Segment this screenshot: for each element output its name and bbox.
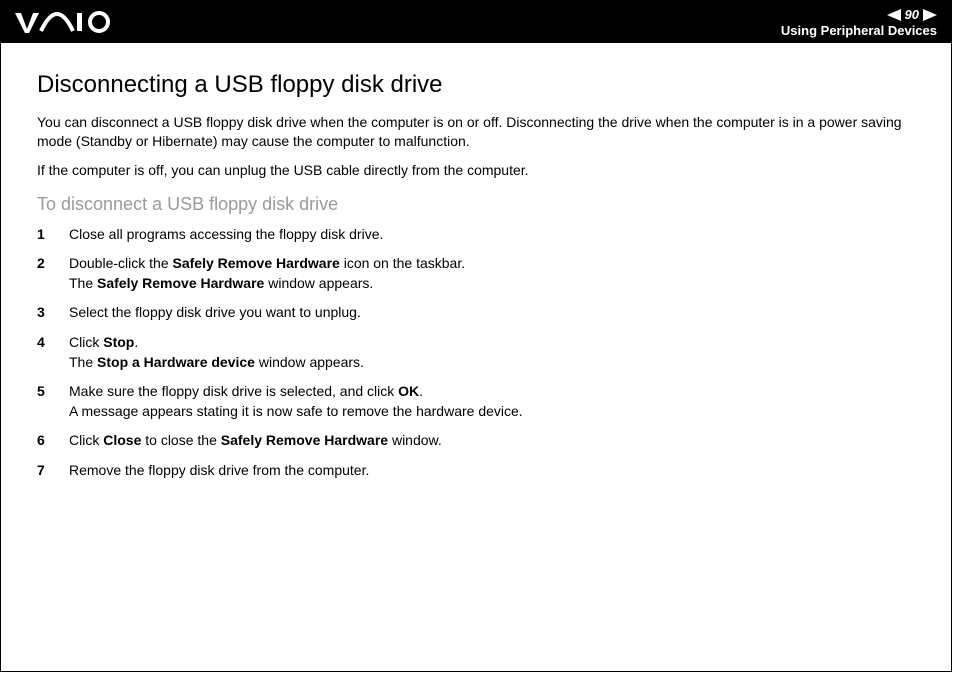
prev-page-icon[interactable] [887, 9, 901, 21]
section-label: Using Peripheral Devices [781, 24, 937, 37]
step-item: Click Stop. The Stop a Hardware device w… [37, 333, 915, 372]
step-text: window appears. [264, 275, 373, 291]
page-nav: 90 [887, 7, 937, 22]
step-item: Close all programs accessing the floppy … [37, 225, 915, 245]
steps-list: Close all programs accessing the floppy … [37, 225, 915, 481]
intro-paragraph-1: You can disconnect a USB floppy disk dri… [37, 113, 915, 151]
step-text: window appears. [255, 354, 364, 370]
header-right: 90 Using Peripheral Devices [781, 1, 937, 43]
page-number: 90 [905, 7, 919, 22]
step-text: Select the floppy disk drive you want to… [69, 304, 361, 320]
step-text: to close the [141, 432, 220, 448]
step-item: Remove the floppy disk drive from the co… [37, 461, 915, 481]
step-text: Double-click the [69, 255, 173, 271]
step-text: A message appears stating it is now safe… [69, 403, 523, 419]
manual-page: 90 Using Peripheral Devices Disconnectin… [0, 0, 952, 672]
step-bold: Safely Remove Hardware [173, 255, 340, 271]
header-bar: 90 Using Peripheral Devices [1, 1, 951, 43]
step-text: The [69, 354, 97, 370]
step-text: window. [388, 432, 442, 448]
step-item: Select the floppy disk drive you want to… [37, 303, 915, 323]
step-text: Remove the floppy disk drive from the co… [69, 462, 369, 478]
step-item: Double-click the Safely Remove Hardware … [37, 254, 915, 293]
step-text: Make sure the floppy disk drive is selec… [69, 383, 398, 399]
step-text: The [69, 275, 97, 291]
step-text: Close all programs accessing the floppy … [69, 226, 383, 242]
intro-paragraph-2: If the computer is off, you can unplug t… [37, 161, 915, 180]
page-title: Disconnecting a USB floppy disk drive [37, 71, 915, 99]
step-bold: Stop [103, 334, 134, 350]
step-item: Make sure the floppy disk drive is selec… [37, 382, 915, 421]
procedure-heading: To disconnect a USB floppy disk drive [37, 194, 915, 215]
next-page-icon[interactable] [923, 9, 937, 21]
step-text: Click [69, 432, 103, 448]
step-text: . [419, 383, 423, 399]
vaio-logo [15, 1, 115, 43]
step-bold: Close [103, 432, 141, 448]
step-bold: Stop a Hardware device [97, 354, 255, 370]
step-text: . [134, 334, 138, 350]
step-bold: Safely Remove Hardware [97, 275, 264, 291]
content: Disconnecting a USB floppy disk drive Yo… [1, 43, 951, 481]
step-item: Click Close to close the Safely Remove H… [37, 431, 915, 451]
step-bold: Safely Remove Hardware [221, 432, 388, 448]
step-text: icon on the taskbar. [340, 255, 465, 271]
step-bold: OK [398, 383, 419, 399]
step-text: Click [69, 334, 103, 350]
